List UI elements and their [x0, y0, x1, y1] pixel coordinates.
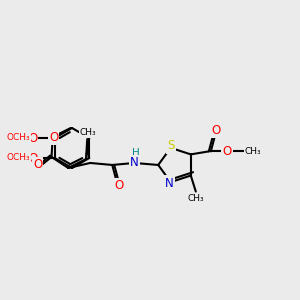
Text: O: O: [49, 130, 58, 143]
Text: CH₃: CH₃: [244, 147, 261, 156]
Text: OCH₃: OCH₃: [7, 134, 31, 142]
Text: O: O: [28, 152, 37, 164]
Text: OCH₃: OCH₃: [7, 154, 31, 163]
Text: N: N: [130, 157, 139, 169]
Text: O: O: [115, 179, 124, 193]
Text: N: N: [165, 177, 174, 190]
Text: O: O: [211, 124, 220, 137]
Text: O: O: [33, 158, 42, 172]
Text: O: O: [222, 145, 231, 158]
Text: CH₃: CH₃: [188, 194, 204, 203]
Text: S: S: [167, 139, 174, 152]
Text: H: H: [132, 148, 140, 158]
Text: CH₃: CH₃: [80, 128, 96, 137]
Text: O: O: [28, 131, 37, 145]
